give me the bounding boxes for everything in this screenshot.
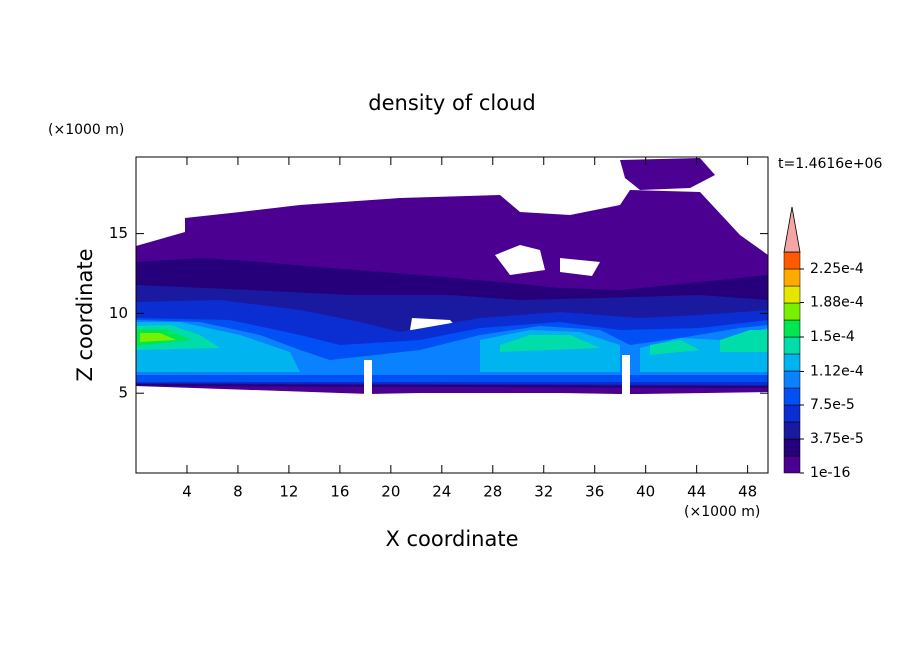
- colorbar-box: [783, 421, 801, 440]
- y-tick-label: 10: [109, 304, 128, 322]
- contour-region: [650, 340, 700, 355]
- colorbar-tick-label: 1.5e-4: [810, 329, 855, 345]
- colorbar-box: [783, 455, 801, 474]
- x-tick-label: 44: [687, 483, 706, 501]
- x-tick-label: 24: [432, 483, 451, 501]
- colorbar-box: [783, 336, 801, 355]
- colorbar-tick-label: 1.12e-4: [810, 363, 864, 379]
- colorbar-box: [783, 353, 801, 372]
- x-tick-label: 32: [534, 483, 553, 501]
- annotation: t=1.4616e+06: [778, 156, 882, 172]
- colorbar-tick-label: 2.25e-4: [810, 261, 864, 277]
- colorbar-tick-label: 7.5e-5: [810, 397, 855, 413]
- contour-region: [720, 330, 768, 352]
- colorbar-box: [783, 438, 801, 457]
- contour-region: [140, 333, 176, 342]
- colorbar-extend: [783, 206, 801, 253]
- colorbar-box: [783, 251, 801, 270]
- colorbar-box: [783, 285, 801, 304]
- x-tick-label: 20: [381, 483, 400, 501]
- contour-region: [500, 335, 600, 352]
- x-tick-label: 48: [738, 483, 757, 501]
- colorbar-box: [783, 370, 801, 389]
- colorbar-box: [783, 404, 801, 423]
- x-tick-label: 16: [330, 483, 349, 501]
- x-axis-label: X coordinate: [385, 527, 518, 551]
- colorbar-box: [783, 268, 801, 287]
- contour-region: [622, 355, 630, 396]
- y-unit: (×1000 m): [48, 122, 124, 138]
- contour-region: [495, 245, 545, 275]
- y-tick-label: 15: [109, 224, 128, 242]
- x-tick-label: 40: [636, 483, 655, 501]
- colorbar-tick-label: 1.88e-4: [810, 295, 864, 311]
- x-tick-label: 4: [182, 483, 192, 501]
- x-tick-label: 28: [483, 483, 502, 501]
- colorbar-tick-label: 1e-16: [810, 465, 850, 481]
- chart-title: density of cloud: [368, 91, 535, 115]
- y-axis-label: Z coordinate: [73, 248, 97, 381]
- contour-region: [620, 158, 715, 190]
- plot-frame: [135, 156, 769, 474]
- x-tick-label: 36: [585, 483, 604, 501]
- y-tick-label: 5: [118, 384, 128, 402]
- colorbar-tick-label: 3.75e-5: [810, 431, 864, 447]
- colorbar-box: [783, 319, 801, 338]
- contour-region: [560, 258, 600, 276]
- colorbar-box: [783, 387, 801, 406]
- x-tick-label: 12: [279, 483, 298, 501]
- x-unit: (×1000 m): [684, 504, 760, 520]
- contour-field: [136, 158, 768, 396]
- x-tick-label: 8: [233, 483, 243, 501]
- contour-region: [364, 360, 372, 396]
- colorbar-box: [783, 302, 801, 321]
